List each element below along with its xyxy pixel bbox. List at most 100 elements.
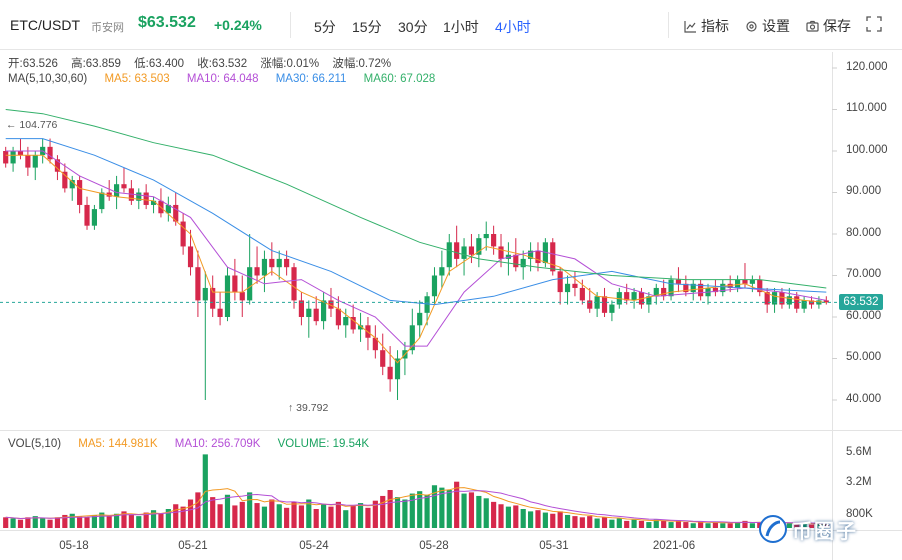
ma60-line bbox=[5, 109, 827, 289]
candle-body bbox=[513, 254, 519, 268]
candle-body bbox=[276, 258, 282, 268]
volume-bar bbox=[712, 522, 718, 528]
volume-bar bbox=[735, 522, 741, 528]
volume-bar bbox=[823, 524, 829, 528]
candle-body bbox=[387, 366, 393, 380]
volume-bar bbox=[564, 514, 571, 528]
volume-bar bbox=[17, 519, 24, 528]
candle-body bbox=[712, 287, 718, 293]
candle-body bbox=[84, 204, 90, 226]
time-tick: 05-31 bbox=[539, 540, 569, 552]
volume-bar bbox=[601, 517, 608, 528]
vol-legend-title: VOL(5,10) bbox=[8, 438, 62, 450]
candle-body bbox=[587, 300, 593, 309]
watermark: 币圈子 bbox=[758, 514, 858, 544]
volume-bar bbox=[409, 493, 415, 528]
price-tick: 70.000 bbox=[846, 268, 882, 280]
volume-bar bbox=[609, 519, 615, 528]
symbol-label: ETC/USDT bbox=[10, 17, 80, 33]
volume-bar bbox=[624, 520, 630, 528]
volume-bar bbox=[195, 492, 201, 528]
candle-body bbox=[62, 171, 68, 189]
chart-header: ETC/USDT 币安网 $63.532 +0.24% 5分 15分 30分 1… bbox=[0, 0, 902, 50]
interval-5m[interactable]: 5分 bbox=[314, 19, 336, 35]
interval-30m[interactable]: 30分 bbox=[398, 19, 428, 35]
candle-body bbox=[99, 192, 105, 210]
fullscreen-button[interactable] bbox=[866, 16, 882, 32]
save-button[interactable]: 保存 bbox=[806, 16, 851, 36]
volume-bar bbox=[424, 494, 430, 528]
candle-body bbox=[579, 287, 585, 301]
volume-bar bbox=[173, 504, 179, 528]
last-price-tag: 63.532 bbox=[839, 294, 883, 310]
vol-ma10-value: MA10: 256.709K bbox=[174, 438, 261, 450]
volume-bar bbox=[224, 494, 231, 528]
candle-body bbox=[683, 283, 689, 293]
volume-bar bbox=[47, 519, 53, 528]
volume-bar bbox=[786, 523, 792, 528]
settings-button[interactable]: 设置 bbox=[745, 16, 790, 36]
price-change: +0.24% bbox=[214, 17, 262, 33]
volume-bar bbox=[690, 523, 696, 528]
candle-body bbox=[624, 292, 630, 301]
candle-body bbox=[25, 155, 31, 168]
volume-bar bbox=[261, 506, 268, 528]
volume-bar bbox=[594, 518, 600, 528]
volume-bar bbox=[528, 511, 534, 528]
indicators-button[interactable]: 指标 bbox=[684, 16, 729, 36]
volume-bar bbox=[808, 524, 815, 528]
candle-body bbox=[668, 279, 674, 297]
candle-body bbox=[298, 300, 304, 317]
interval-15m[interactable]: 15分 bbox=[352, 19, 382, 35]
volume-bar bbox=[32, 516, 38, 528]
candle-body bbox=[698, 283, 704, 297]
candle-body bbox=[114, 184, 120, 197]
volume-bar bbox=[121, 511, 127, 528]
volume-bar bbox=[365, 507, 371, 528]
candle-body bbox=[291, 267, 297, 301]
candle-body bbox=[187, 246, 194, 268]
low-value: 低:63.400 bbox=[134, 58, 185, 70]
volume-bar bbox=[284, 507, 290, 528]
candle-body bbox=[646, 296, 652, 305]
volume-bar bbox=[801, 523, 807, 528]
candle-body bbox=[690, 283, 696, 293]
volume-bar bbox=[232, 505, 238, 528]
volume-bar bbox=[136, 516, 142, 528]
volume-bar bbox=[343, 510, 349, 528]
candle-body bbox=[609, 304, 615, 313]
camera-icon bbox=[806, 20, 819, 32]
volume-bar bbox=[298, 505, 304, 528]
volume-bar bbox=[505, 506, 511, 528]
price-tick: 80.000 bbox=[846, 227, 882, 239]
candle-body bbox=[321, 300, 327, 322]
volume-bar bbox=[661, 520, 667, 528]
candle-body bbox=[476, 238, 482, 255]
volume-bar bbox=[62, 514, 68, 528]
candle-body bbox=[239, 292, 245, 301]
indicator-chart-icon bbox=[684, 20, 696, 33]
candle-body bbox=[491, 234, 497, 247]
candle-body bbox=[121, 184, 127, 189]
candle-body bbox=[136, 192, 142, 201]
volume-bar bbox=[180, 506, 186, 528]
candle-body bbox=[757, 279, 763, 293]
volume-bar bbox=[372, 500, 378, 528]
candle-body bbox=[520, 258, 526, 268]
time-tick: 05-21 bbox=[178, 540, 208, 552]
candle-body bbox=[779, 292, 785, 305]
volume-bar bbox=[417, 491, 423, 528]
price-tick: 90.000 bbox=[846, 185, 882, 197]
fullscreen-icon bbox=[866, 16, 882, 32]
candle-body bbox=[675, 279, 682, 284]
volume-bar bbox=[498, 504, 504, 528]
interval-1h[interactable]: 1小时 bbox=[443, 19, 479, 35]
interval-4h[interactable]: 4小时 bbox=[495, 19, 531, 35]
candle-body bbox=[468, 246, 475, 255]
volume-bar bbox=[491, 501, 497, 528]
volume-bar bbox=[579, 517, 585, 528]
candle-body bbox=[372, 337, 378, 351]
volume-bar bbox=[210, 497, 216, 528]
candle-body bbox=[431, 275, 438, 297]
